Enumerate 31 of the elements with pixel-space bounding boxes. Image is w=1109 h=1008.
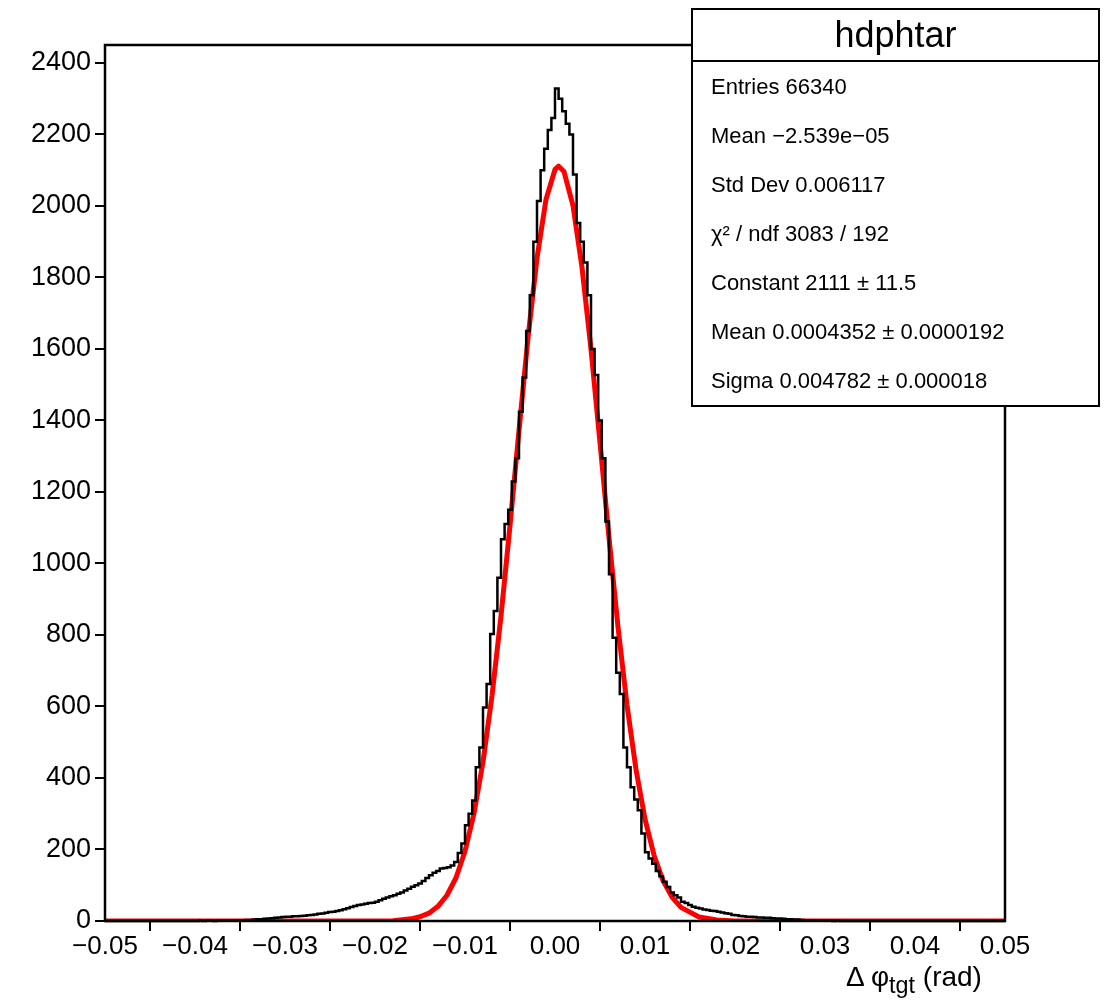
x-tick-label: 0.00 [529, 929, 581, 960]
annotation: Std Dev 0.006117 [710, 171, 887, 199]
y-tick-label: 200 [45, 832, 91, 863]
annotation: Mean 0.0004352 ± 0.0000192 [710, 318, 1006, 346]
annotation: Constant 2111 ± 11.5 [710, 269, 918, 297]
y-tick-label: 800 [45, 618, 91, 649]
y-tick-label: 2400 [30, 46, 91, 77]
annotation: Entries 66340 [710, 73, 848, 101]
y-tick-label: 2000 [30, 189, 91, 220]
y-tick-label: 2200 [30, 117, 91, 148]
annotation: χ² / ndf 3083 / 192 [710, 220, 890, 248]
x-tick-label: −0.04 [162, 929, 228, 960]
y-tick-label: 1200 [30, 475, 91, 506]
annotation: Mean −2.539e−05 [710, 122, 891, 150]
x-tick-label: 0.01 [619, 929, 671, 960]
x-tick-label: −0.03 [252, 929, 318, 960]
chart-title: hdphtar [693, 10, 1098, 62]
x-tick-label: 0.02 [709, 929, 761, 960]
y-tick-label: 1000 [30, 546, 91, 577]
y-tick-label: 400 [45, 761, 91, 792]
y-tick-label: 1800 [30, 260, 91, 291]
x-tick-label: −0.02 [342, 929, 408, 960]
annotation: Sigma 0.004782 ± 0.000018 [710, 367, 989, 395]
x-tick-label: −0.01 [432, 929, 498, 960]
y-tick-label: 600 [45, 689, 91, 720]
y-tick-label: 1600 [30, 332, 91, 363]
x-axis-title: Δ φ$_{tgt}$ (rad) [846, 961, 982, 1000]
x-tick-label: 0.05 [979, 929, 1031, 960]
y-tick-label: 1400 [30, 403, 91, 434]
x-tick-label: 0.03 [799, 929, 851, 960]
x-tick-label: 0.04 [889, 929, 941, 960]
